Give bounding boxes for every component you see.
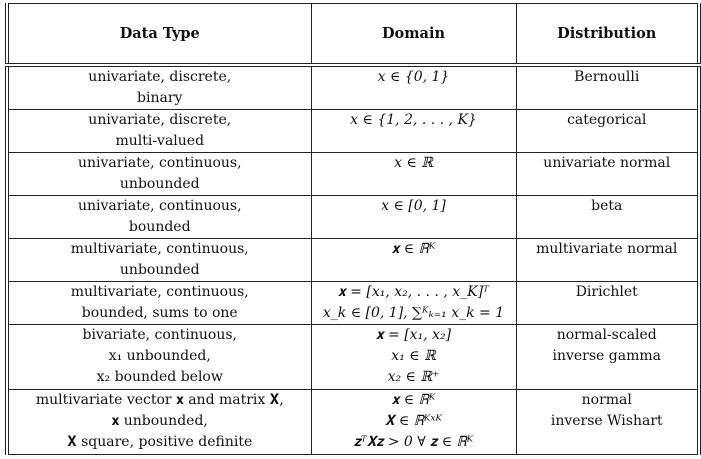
domain-cell: 𝐱 = [x₁, x₂] x₁ ∈ ℝ x₂ ∈ ℝ⁺ [310,324,517,390]
cell-line: x₁ unbounded, [108,347,211,364]
table-row: multivariate, continuous, bounded, sums … [6,281,700,325]
distribution-cell: beta [515,195,700,239]
table-row: multivariate, continuous, unbounded 𝐱 ∈ … [6,238,700,282]
cell-line: x₂ bounded below [96,368,223,385]
cell-line: 𝐱 = [x₁, x₂, . . . , x_K]ᵀ [338,283,489,300]
cell-line: multivariate, continuous, [70,283,249,300]
cell-line: univariate, continuous, [77,154,242,171]
cell-line: inverse Wishart [550,412,663,429]
domain-cell: 𝐱 ∈ ℝᴷ [310,238,517,282]
cell-line: Bernoulli [574,68,640,85]
cell-line: univariate, discrete, [88,68,232,85]
data-type-cell: univariate, continuous, unbounded [6,152,312,196]
cell-line: normal [581,391,632,408]
header-domain: Domain [310,3,517,67]
distribution-cell: Bernoulli [515,64,700,110]
cell-line: unbounded [119,261,200,278]
table-row: univariate, continuous, unbounded x ∈ ℝ … [6,152,700,196]
cell-line: normal-scaled [556,326,657,343]
table-row: multivariate vector 𝐱 and matrix 𝐗, 𝐱 un… [6,389,700,455]
cell-line: 𝐱 ∈ ℝᴷ [391,240,436,257]
cell-line: x₂ ∈ ℝ⁺ [387,368,440,385]
distribution-table-frame: Data Type Domain Distribution univariate… [5,3,701,456]
cell-line: binary [137,89,183,106]
domain-cell: x ∈ {0, 1} [310,64,517,110]
cell-line: x ∈ ℝ [394,154,433,171]
cell-line: univariate normal [543,154,671,171]
header-row: Data Type Domain Distribution [6,3,700,67]
data-type-cell: multivariate, continuous, unbounded [6,238,312,282]
cell-line: multivariate vector 𝐱 and matrix 𝐗, [35,391,284,408]
domain-cell: x ∈ [0, 1] [310,195,517,239]
data-type-cell: multivariate vector 𝐱 and matrix 𝐗, 𝐱 un… [6,389,312,455]
data-type-cell: bivariate, continuous, x₁ unbounded, x₂ … [6,324,312,390]
table-row: univariate, discrete, multi-valued x ∈ {… [6,109,700,153]
distribution-table: Data Type Domain Distribution univariate… [5,3,701,455]
table-row: univariate, discrete, binary x ∈ {0, 1} … [6,64,700,110]
table-row: univariate, continuous, bounded x ∈ [0, … [6,195,700,239]
domain-cell: 𝐱 ∈ ℝᴷ 𝐗 ∈ ℝᴷˣᴷ 𝐳ᵀ𝐗𝐳 > 0 ∀ 𝐳 ∈ ℝᴷ [310,389,517,455]
distribution-cell: Dirichlet [515,281,700,325]
domain-cell: 𝐱 = [x₁, x₂, . . . , x_K]ᵀ x_k ∈ [0, 1],… [310,281,517,325]
cell-line: 𝐳ᵀ𝐗𝐳 > 0 ∀ 𝐳 ∈ ℝᴷ [353,433,474,450]
cell-line: multivariate, continuous, [70,240,249,257]
cell-line: bounded, sums to one [81,304,238,321]
data-type-cell: univariate, discrete, multi-valued [6,109,312,153]
cell-line: univariate, continuous, [77,197,242,214]
cell-line: bounded [128,218,191,235]
data-type-cell: multivariate, continuous, bounded, sums … [6,281,312,325]
cell-line: 𝐗 square, positive definite [67,433,253,450]
table-row: bivariate, continuous, x₁ unbounded, x₂ … [6,324,700,390]
cell-line: 𝐗 ∈ ℝᴷˣᴷ [385,412,442,429]
data-type-cell: univariate, discrete, binary [6,64,312,110]
cell-line: Dirichlet [575,283,638,300]
cell-line: multivariate normal [536,240,678,257]
cell-line: 𝐱 ∈ ℝᴷ [391,391,436,408]
cell-line: x ∈ {0, 1} [377,68,450,85]
cell-line: x ∈ [0, 1] [381,197,446,214]
cell-line: univariate, discrete, [88,111,232,128]
cell-line: categorical [567,111,647,128]
distribution-cell: univariate normal [515,152,700,196]
cell-line: x_k ∈ [0, 1], ∑ᴷₖ₌₁ x_k = 1 [322,304,505,321]
header-data-type: Data Type [6,3,312,67]
cell-line: x ∈ {1, 2, . . . , K} [350,111,477,128]
cell-line: multi-valued [115,132,205,149]
domain-cell: x ∈ {1, 2, . . . , K} [310,109,517,153]
distribution-cell: normal-scaled inverse gamma [515,324,700,390]
cell-line: beta [591,197,623,214]
cell-line: x₁ ∈ ℝ [391,347,436,364]
distribution-cell: multivariate normal [515,238,700,282]
cell-line: 𝐱 unbounded, [111,412,208,429]
distribution-cell: normal inverse Wishart [515,389,700,455]
header-distribution: Distribution [515,3,700,67]
data-type-cell: univariate, continuous, bounded [6,195,312,239]
cell-line: inverse gamma [552,347,661,364]
cell-line: 𝐱 = [x₁, x₂] [375,326,452,343]
cell-line: bivariate, continuous, [82,326,238,343]
cell-line: unbounded [119,175,200,192]
distribution-cell: categorical [515,109,700,153]
domain-cell: x ∈ ℝ [310,152,517,196]
